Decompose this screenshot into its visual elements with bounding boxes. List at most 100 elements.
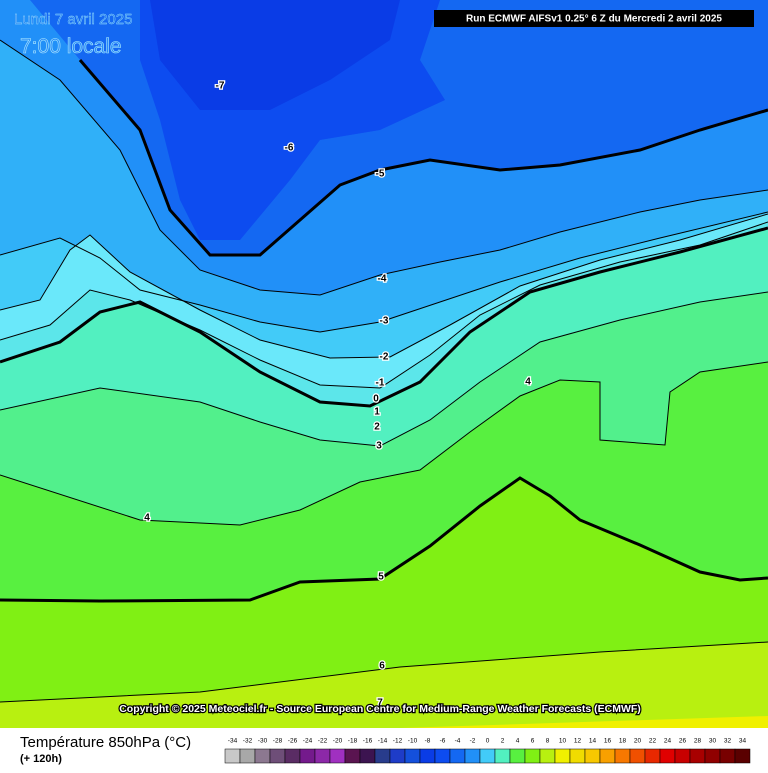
isotherm: [0, 476, 768, 603]
scale-cell: [239, 748, 256, 764]
contour-label: 4: [525, 377, 531, 388]
isotherm: [0, 211, 768, 333]
scale-label: -30: [258, 738, 268, 745]
contour-label: -5: [376, 169, 385, 180]
scale-cell: [434, 748, 451, 764]
scale-label: -20: [333, 738, 343, 745]
scale-cell: [419, 748, 436, 764]
scale-label: -6: [440, 738, 446, 745]
contour-label: -7: [216, 81, 225, 92]
isotherm: [0, 39, 768, 296]
scale-cell: [494, 748, 511, 764]
scale-cell: [644, 748, 661, 764]
scale-cell: [704, 748, 721, 764]
scale-cell: [689, 748, 706, 764]
scale-cell: [614, 748, 631, 764]
scale-label: -8: [425, 738, 431, 745]
scale-label: -2: [470, 738, 476, 745]
contour-label: 4: [144, 513, 150, 524]
isotherm: [0, 221, 768, 389]
scale-label: -12: [393, 738, 403, 745]
scale-cell: [449, 748, 466, 764]
contour-label: -6: [285, 143, 294, 154]
forecast-time: 7:00 locale: [20, 35, 122, 58]
scale-cell: [284, 748, 301, 764]
contour-label: 1: [374, 407, 380, 418]
scale-cell: [734, 748, 751, 764]
scale-label: -22: [318, 738, 328, 745]
contour-label: 3: [376, 441, 382, 452]
scale-cell: [719, 748, 736, 764]
scale-label: 20: [634, 738, 642, 745]
scale-label: -4: [455, 738, 461, 745]
contour-label: 6: [379, 661, 385, 672]
scale-label: 32: [724, 738, 732, 745]
scale-label: 22: [649, 738, 657, 745]
scale-cell: [539, 748, 556, 764]
scale-label: 28: [694, 738, 702, 745]
contour-label: -3: [380, 316, 389, 327]
scale-label: 16: [604, 738, 612, 745]
scale-cell: [599, 748, 616, 764]
scale-label: 8: [546, 738, 550, 745]
contour-label: -1: [376, 378, 385, 389]
scale-cell: [314, 748, 331, 764]
scale-label: 0: [486, 738, 490, 745]
scale-label: -26: [288, 738, 298, 745]
isotherm: [0, 226, 768, 408]
contour-label: 0: [373, 394, 379, 405]
scale-cell: [404, 748, 421, 764]
scale-label: -16: [363, 738, 373, 745]
scale-label: 30: [709, 738, 717, 745]
copyright: Copyright © 2025 Meteociel.fr - Source E…: [119, 703, 641, 715]
scale-cell: [569, 748, 586, 764]
scale-cell: [329, 748, 346, 764]
legend-lead: (+ 120h): [20, 753, 62, 765]
scale-cell: [344, 748, 361, 764]
forecast-date: Lundi 7 avril 2025: [14, 11, 132, 28]
scale-label: -24: [303, 738, 313, 745]
scale-cell: [374, 748, 391, 764]
scale-cell: [359, 748, 376, 764]
isotherm: [0, 291, 768, 447]
isotherm: [0, 213, 768, 359]
scale-label: 12: [574, 738, 582, 745]
scale-cell: [269, 748, 286, 764]
scale-cell: [224, 748, 241, 764]
scale-cell: [584, 748, 601, 764]
scale-cell: [299, 748, 316, 764]
scale-label: -18: [348, 738, 358, 745]
isotherm: [0, 641, 768, 703]
scale-label: 18: [619, 738, 627, 745]
isotherm: [78, 59, 768, 257]
scale-label: -34: [228, 738, 238, 745]
scale-label: 10: [559, 738, 567, 745]
scale-label: -14: [378, 738, 388, 745]
scale-label: -28: [273, 738, 283, 745]
scale-label: 26: [679, 738, 687, 745]
scale-cell: [479, 748, 496, 764]
scale-cell: [254, 748, 271, 764]
run-info: Run ECMWF AIFSv1 0.25° 6 Z du Mercredi 2…: [466, 14, 722, 25]
scale-label: 24: [664, 738, 672, 745]
scale-cell: [464, 748, 481, 764]
coldest-core: [150, 0, 400, 110]
scale-label: 2: [501, 738, 505, 745]
scale-label: -10: [408, 738, 418, 745]
scale-cell: [629, 748, 646, 764]
scale-cell: [509, 748, 526, 764]
contour-label: 7: [377, 698, 383, 709]
scale-cell: [524, 748, 541, 764]
scale-cell: [659, 748, 676, 764]
scale-label: 14: [589, 738, 597, 745]
contour-label: -2: [380, 352, 389, 363]
scale-label: 34: [739, 738, 747, 745]
contour-label: -4: [378, 274, 387, 285]
legend-title: Température 850hPa (°C): [20, 734, 191, 751]
scale-cell: [674, 748, 691, 764]
scale-label: 6: [531, 738, 535, 745]
contour-label: 5: [378, 572, 384, 583]
contour-label: 2: [374, 422, 380, 433]
isotherm: [0, 361, 768, 526]
